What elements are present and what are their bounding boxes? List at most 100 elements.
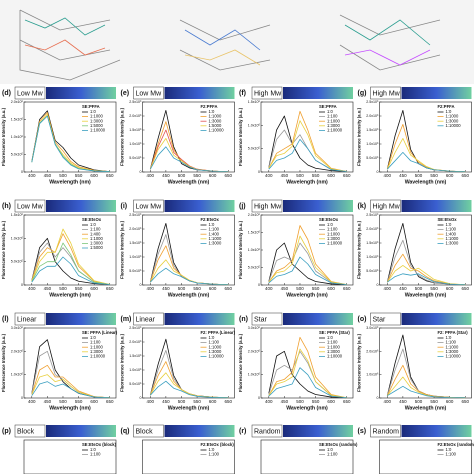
- panel-letter: (h): [2, 203, 11, 210]
- y-tick-label: 5.0x10⁵: [129, 156, 142, 160]
- y-tick-label: 5.0x10⁵: [11, 260, 24, 264]
- y-axis-title: Fluorescence Intensity (a.u.): [357, 333, 362, 392]
- panel-tag: Linear: [136, 316, 156, 323]
- x-tick-label: 550: [193, 399, 201, 404]
- legend-label: 1:1000: [209, 236, 222, 241]
- spectrum-line: [268, 336, 347, 399]
- y-tick-label: 2.5x10⁶: [129, 213, 142, 217]
- legend-label: 1:10000: [327, 241, 343, 246]
- x-tick-label: 550: [75, 173, 83, 178]
- x-tick-label: 500: [178, 286, 186, 291]
- photo-strip: [164, 87, 235, 99]
- x-tick-label: 450: [44, 173, 52, 178]
- panel: (s) Random F2:EtsOx (random)1:01:100: [358, 424, 474, 474]
- x-tick-label: 650: [225, 399, 233, 404]
- plot-frame: [142, 214, 235, 286]
- x-tick-label: 600: [327, 286, 335, 291]
- tag-box: [14, 86, 46, 100]
- legend-label: 1:0: [209, 447, 215, 452]
- x-tick-label: 600: [209, 399, 217, 404]
- legend-label: 1:3000: [209, 241, 222, 246]
- legend-label: 1:400: [446, 231, 457, 236]
- legend-label: 1:3000: [90, 118, 103, 123]
- legend-label: 1:3000: [327, 123, 340, 128]
- spectrum-line: [31, 233, 110, 285]
- x-axis-title: Wavelength (nm): [405, 292, 447, 298]
- x-tick-label: 550: [312, 286, 320, 291]
- legend-title: F2:EtsOx: [201, 217, 220, 222]
- plot-frame: [142, 439, 235, 474]
- legend-label: 1:100: [327, 114, 338, 119]
- panel-tag: Star: [254, 316, 268, 323]
- x-tick-label: 650: [462, 399, 470, 404]
- x-tick-label: 400: [147, 286, 155, 291]
- legend-title: F2:EtsOx (random): [438, 442, 474, 447]
- x-axis-title: Wavelength (nm): [168, 179, 210, 185]
- x-tick-label: 450: [44, 286, 52, 291]
- y-axis-title: Fluorescence Intensity (a.u.): [120, 220, 125, 279]
- x-axis-title: Wavelength (nm): [49, 405, 91, 411]
- x-tick-label: 650: [343, 286, 351, 291]
- photo-strip: [283, 200, 353, 212]
- panel: (h) Low Mw SE:EtsOx1:01:1001:4001:10001:30…: [1, 199, 117, 298]
- x-axis-title: Wavelength (nm): [405, 405, 447, 411]
- spectrum-line: [149, 146, 229, 173]
- y-tick-label: 0: [377, 396, 379, 400]
- spectrum-line: [31, 374, 110, 399]
- y-tick-label: 1.0x10⁶: [11, 373, 24, 377]
- photo-strip: [164, 425, 235, 437]
- x-tick-label: 550: [193, 173, 201, 178]
- legend-label: 1:0: [446, 335, 452, 340]
- x-axis-title: Wavelength (nm): [286, 179, 328, 185]
- x-tick-label: 400: [384, 399, 392, 404]
- y-tick-label: 3.0x10⁶: [248, 326, 261, 330]
- spectrum-line: [31, 115, 110, 173]
- photo-strip: [283, 425, 353, 437]
- y-tick-label: 5.0x10⁵: [129, 269, 142, 273]
- y-axis-title: Fluorescence Intensity (a.u.): [1, 333, 6, 392]
- legend-title: SE:PFFA: [319, 104, 337, 109]
- x-tick-label: 600: [209, 173, 217, 178]
- y-axis-title: Fluorescence Intensity (a.u.): [238, 333, 243, 392]
- legend-label: 1:10000: [90, 354, 106, 359]
- panel-letter: (e): [121, 90, 130, 97]
- x-tick-label: 600: [446, 286, 454, 291]
- x-tick-label: 550: [430, 173, 438, 178]
- y-tick-label: 0: [21, 396, 23, 400]
- y-tick-label: 1.0x10⁶: [248, 373, 261, 377]
- y-axis-title: Fluorescence Intensity (a.u.): [120, 107, 125, 166]
- legend-label: 1:1000: [90, 236, 103, 241]
- tag-box: [14, 199, 46, 213]
- panel-letter: (g): [358, 90, 367, 97]
- x-tick-label: 600: [327, 173, 335, 178]
- x-tick-label: 500: [415, 173, 423, 178]
- y-tick-label: 2.0x10⁶: [11, 100, 24, 104]
- y-tick-label: 0: [258, 170, 260, 174]
- legend-label: 1:10000: [327, 128, 343, 133]
- legend-label: 1:3000: [209, 118, 222, 123]
- spectrum-line: [31, 256, 110, 285]
- panel-tag: High Mw: [373, 203, 401, 210]
- legend-label: 1:10000: [90, 128, 106, 133]
- photo-strip: [164, 313, 235, 325]
- panel-letter: (q): [121, 428, 130, 435]
- panel-tag: High Mw: [254, 203, 282, 210]
- legend-label: 1:100: [90, 340, 101, 345]
- x-axis-title: Wavelength (nm): [168, 405, 210, 411]
- panel: (q) Block F2:EtsOx (block)1:01:100: [121, 424, 235, 474]
- spectrum-line: [387, 151, 466, 173]
- panel-tag: Star: [373, 316, 387, 323]
- x-tick-label: 400: [265, 286, 273, 291]
- plot-frame: [379, 439, 472, 474]
- tag-box: [14, 424, 46, 438]
- spectrum-line: [31, 364, 110, 399]
- x-tick-label: 400: [265, 399, 273, 404]
- y-tick-label: 0: [140, 396, 142, 400]
- spectrum-line: [150, 267, 229, 286]
- legend-title: F2: PFFA (Linear): [201, 330, 236, 335]
- spectrum-line: [386, 253, 466, 286]
- plot-frame: [379, 101, 472, 173]
- x-tick-label: 400: [265, 173, 273, 178]
- panel: (i) Low Mw F2:EtsOx1:01:1001:4001:10001:30…: [120, 199, 235, 298]
- x-tick-label: 400: [147, 399, 155, 404]
